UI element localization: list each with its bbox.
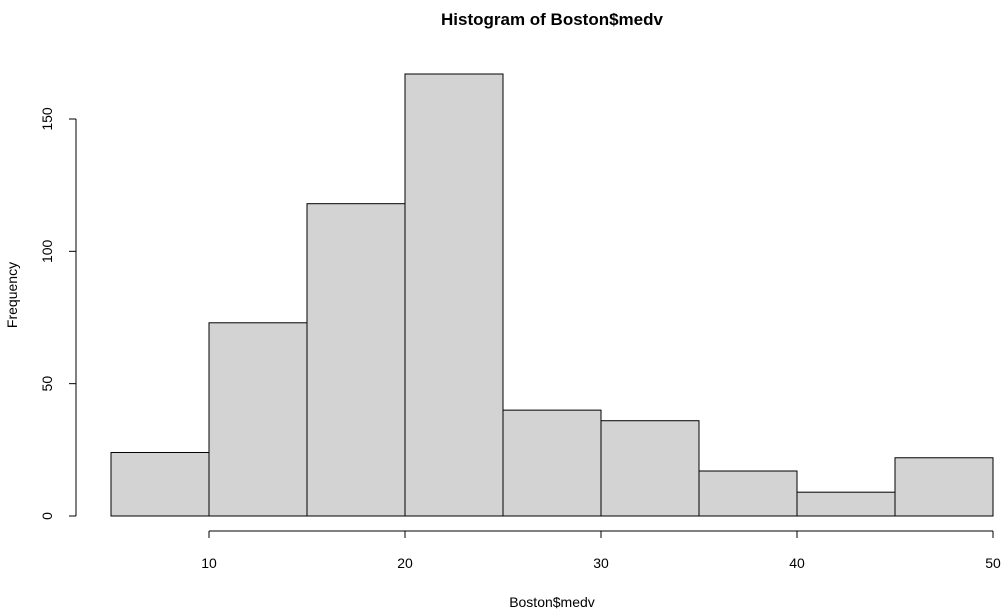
x-tick-label-20: 20 [397,555,413,571]
x-axis-label: Boston$medv [509,594,595,610]
x-tick-label-30: 30 [593,555,609,571]
y-tick-label-50: 50 [39,376,55,392]
y-axis: 0 50 100 150 [39,107,77,520]
histogram-bar-4 [502,409,602,517]
chart-title: Histogram of Boston$medv [441,10,664,29]
histogram-bar-0 [110,451,210,517]
histogram-bar-7 [796,491,896,517]
histogram-bar-5 [600,420,700,517]
y-axis-label: Frequency [4,262,20,328]
bars-group [110,73,994,517]
histogram-bar-1 [208,322,308,517]
y-tick-label-150: 150 [39,107,55,131]
y-tick-label-100: 100 [39,239,55,263]
x-tick-label-10: 10 [201,555,217,571]
histogram-bar-2 [306,203,406,517]
x-tick-label-50: 50 [985,555,1001,571]
histogram-bar-3 [404,73,504,517]
x-axis: 10 20 30 40 50 [201,530,1001,571]
histogram-bar-6 [698,470,798,517]
y-tick-label-0: 0 [39,512,55,520]
x-tick-label-40: 40 [789,555,805,571]
histogram-bar-8 [894,457,994,517]
